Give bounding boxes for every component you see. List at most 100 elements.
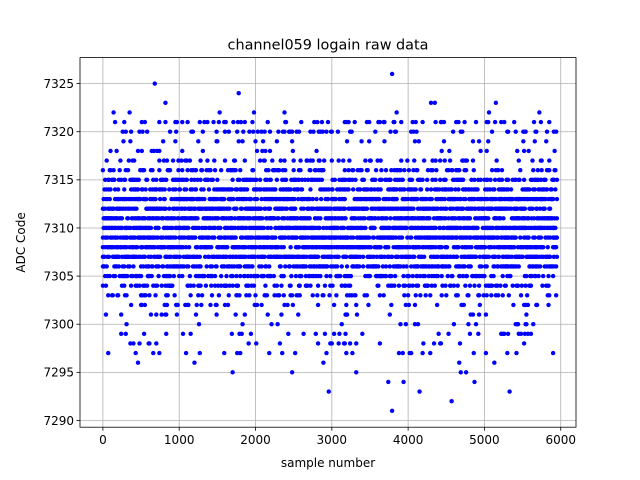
data-point (195, 245, 200, 250)
data-point (411, 168, 416, 173)
data-point (104, 158, 109, 163)
data-point (460, 129, 465, 134)
data-point (439, 148, 444, 154)
data-point (357, 187, 363, 192)
data-point (163, 119, 168, 125)
data-point (433, 245, 438, 250)
data-point (467, 331, 473, 337)
data-point (218, 225, 223, 231)
data-point (344, 254, 349, 260)
data-point (396, 350, 402, 356)
data-point (125, 168, 131, 173)
data-point (230, 273, 235, 279)
data-point (338, 273, 343, 279)
data-point (378, 187, 383, 192)
data-point (271, 273, 277, 279)
data-point (218, 273, 224, 279)
data-point (543, 196, 548, 202)
data-point (263, 283, 268, 288)
data-point (190, 129, 196, 134)
data-point (412, 158, 417, 163)
data-point (511, 119, 517, 125)
data-point (253, 293, 258, 298)
data-point (254, 341, 259, 346)
data-point (108, 187, 113, 192)
data-point (218, 168, 224, 173)
data-point (250, 235, 255, 240)
data-point (320, 129, 325, 134)
data-point (524, 273, 529, 279)
data-point (514, 350, 519, 356)
data-point (486, 216, 491, 221)
data-point (112, 273, 118, 279)
data-point (125, 216, 131, 221)
data-point (282, 158, 287, 163)
data-point (119, 216, 125, 221)
data-point (111, 206, 116, 211)
data-point (511, 302, 516, 308)
data-point (273, 235, 278, 240)
data-point (225, 302, 231, 308)
data-point (464, 273, 470, 279)
data-point (516, 158, 521, 163)
data-point (209, 245, 214, 250)
data-point (212, 225, 218, 231)
data-point (281, 273, 286, 279)
data-point (324, 225, 329, 231)
data-point (352, 119, 357, 125)
data-point (423, 293, 428, 298)
data-point (287, 264, 293, 269)
data-point (372, 187, 377, 192)
data-point (251, 110, 257, 115)
data-point (164, 331, 169, 337)
data-point (462, 264, 467, 269)
data-point (162, 245, 167, 250)
data-point (498, 216, 503, 221)
data-point (241, 129, 246, 134)
data-point (392, 283, 397, 288)
data-point (119, 312, 124, 317)
data-point (176, 216, 181, 221)
data-point (359, 139, 364, 144)
data-point (362, 216, 367, 221)
data-point (528, 283, 534, 288)
data-point (319, 119, 325, 125)
data-point (508, 187, 514, 192)
data-point (472, 177, 477, 183)
data-point (211, 119, 216, 125)
data-point (206, 187, 212, 192)
data-point (398, 168, 403, 173)
data-point (500, 293, 505, 298)
data-point (515, 206, 520, 211)
data-point (531, 168, 536, 173)
data-point (393, 235, 399, 240)
data-point (368, 245, 373, 250)
data-point (469, 177, 474, 183)
data-point (193, 187, 199, 192)
data-point (206, 235, 212, 240)
data-point (525, 331, 531, 337)
data-point (547, 206, 553, 211)
data-point (240, 235, 245, 240)
data-point (168, 254, 174, 260)
data-point (292, 206, 298, 211)
data-point (354, 370, 359, 375)
data-point (405, 196, 411, 202)
data-point (489, 206, 495, 211)
data-point (297, 283, 302, 288)
data-point (124, 293, 129, 298)
data-point (301, 206, 306, 211)
x-tick-label: 0 (99, 433, 107, 447)
data-point (200, 148, 206, 154)
ticks-layer: 0 1000 2000 3000 4000 5000 6000 7290 7295 7300 730… (43, 77, 576, 447)
data-point (492, 254, 498, 260)
data-point (420, 177, 425, 183)
data-point (165, 293, 170, 298)
data-point (478, 148, 483, 154)
data-point (238, 350, 243, 356)
x-tick-label: 3000 (317, 433, 348, 447)
data-point (283, 119, 289, 125)
data-point (400, 177, 405, 183)
data-point (265, 312, 270, 317)
